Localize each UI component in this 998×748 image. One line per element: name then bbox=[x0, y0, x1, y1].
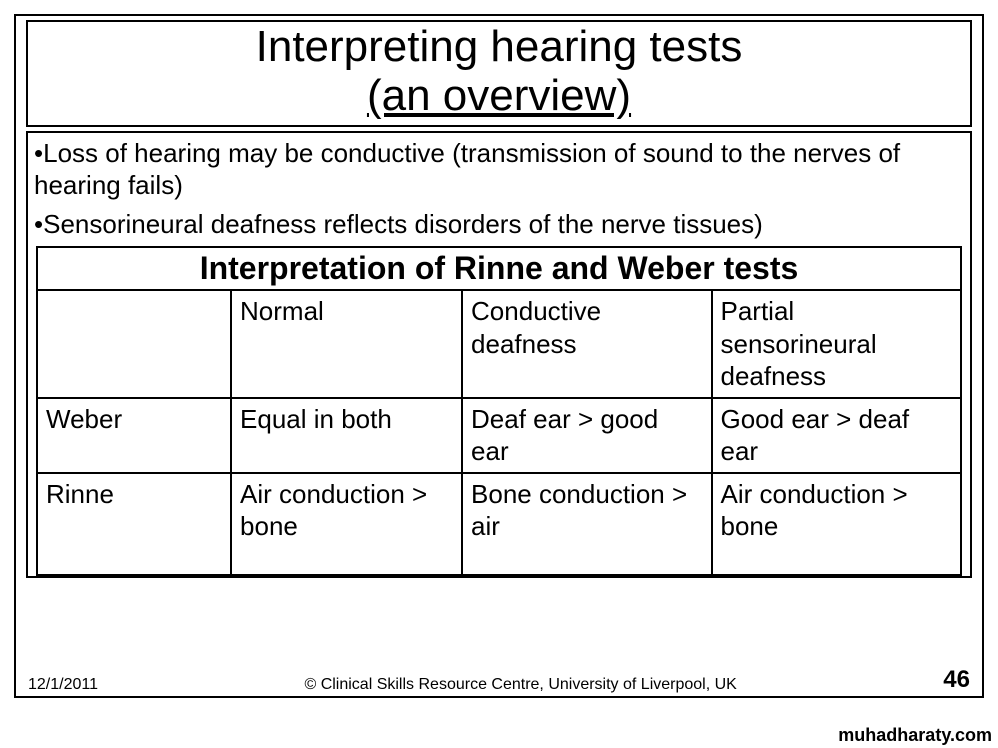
footer-date: 12/1/2011 bbox=[28, 676, 98, 694]
data-cell: Air conduction > bone bbox=[712, 473, 962, 575]
watermark: muhadharaty.com bbox=[838, 725, 992, 746]
header-cell: Conductive deafness bbox=[462, 290, 711, 398]
bullet-1: •Loss of hearing may be conductive (tran… bbox=[34, 137, 964, 202]
slide-frame: Interpreting hearing tests (an overview)… bbox=[14, 14, 984, 698]
header-cell bbox=[37, 290, 231, 398]
table-row: Weber Equal in both Deaf ear > good ear … bbox=[37, 398, 961, 473]
table-row: Rinne Air conduction > bone Bone conduct… bbox=[37, 473, 961, 575]
data-cell: Air conduction > bone bbox=[231, 473, 462, 575]
footer-pagenum: 46 bbox=[943, 666, 970, 694]
title-box: Interpreting hearing tests (an overview) bbox=[26, 20, 972, 127]
header-cell: Normal bbox=[231, 290, 462, 398]
bullet-2: •Sensorineural deafness reflects disorde… bbox=[34, 208, 964, 241]
body-box: •Loss of hearing may be conductive (tran… bbox=[26, 131, 972, 578]
interpretation-table: Normal Conductive deafness Partial senso… bbox=[36, 289, 962, 576]
data-cell: Equal in both bbox=[231, 398, 462, 473]
data-cell: Weber bbox=[37, 398, 231, 473]
data-cell: Good ear > deaf ear bbox=[712, 398, 962, 473]
title-line-1: Interpreting hearing tests bbox=[28, 22, 970, 71]
table-header-row: Normal Conductive deafness Partial senso… bbox=[37, 290, 961, 398]
title-line-2: (an overview) bbox=[28, 71, 970, 120]
header-cell: Partial sensorineural deafness bbox=[712, 290, 962, 398]
data-cell: Rinne bbox=[37, 473, 231, 575]
slide-footer: 12/1/2011 © Clinical Skills Resource Cen… bbox=[28, 666, 970, 694]
data-cell: Bone conduction > air bbox=[462, 473, 711, 575]
footer-copyright: © Clinical Skills Resource Centre, Unive… bbox=[98, 676, 943, 694]
data-cell: Deaf ear > good ear bbox=[462, 398, 711, 473]
table-title: Interpretation of Rinne and Weber tests bbox=[36, 246, 962, 289]
